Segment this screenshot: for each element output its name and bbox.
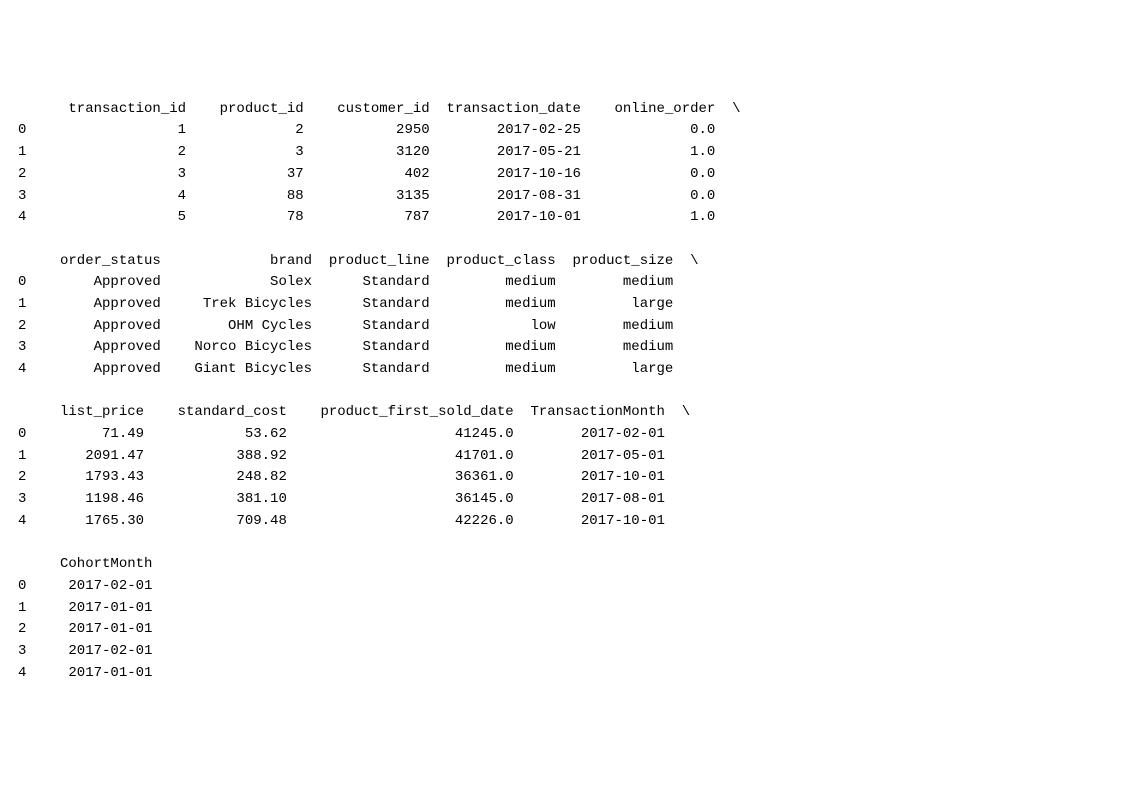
dataframe-output: transaction_id product_id customer_id tr… [18,99,1110,685]
